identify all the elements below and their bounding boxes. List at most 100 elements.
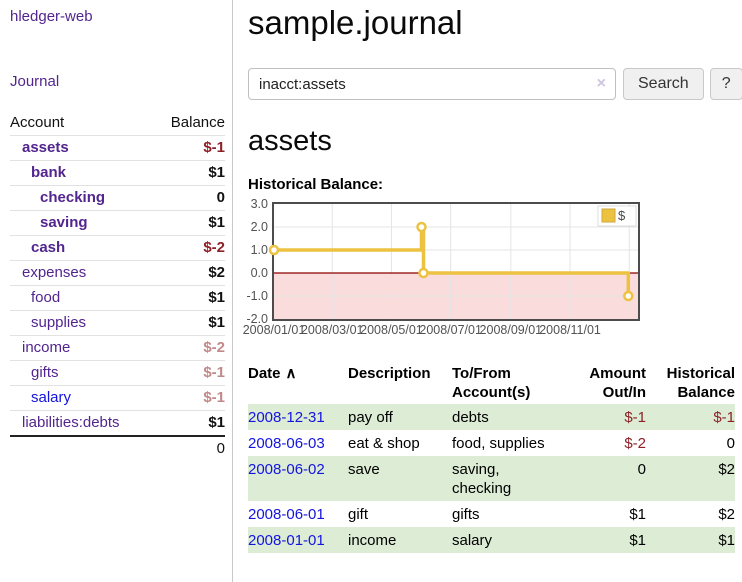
balance-chart-svg: $3.02.01.00.0-1.0-2.02008/01/012008/03/0… [248,201,652,349]
account-heading: assets [248,125,742,158]
account-balance: $1 [154,161,225,186]
register-balance: $-1 [646,404,735,430]
register-date-link[interactable]: 2008-06-01 [248,506,325,523]
register-date-link[interactable]: 2008-12-31 [248,409,325,426]
account-balance: $1 [154,411,225,437]
accounts-total-row: 0 [10,436,225,461]
account-link-assets[interactable]: assets [22,139,69,156]
data-point-marker [418,223,426,231]
account-row: food $1 [10,286,225,311]
register-date-link[interactable]: 2008-01-01 [248,532,325,549]
x-tick-label: 2008/03/01 [301,323,364,337]
register-accounts: saving, checking [452,456,556,501]
search-input[interactable] [248,68,616,100]
y-tick-label: 1.0 [251,243,268,257]
clear-search-icon[interactable]: × [597,75,606,93]
accounts-header-balance: Balance [154,111,225,136]
account-row: saving $1 [10,211,225,236]
account-row: checking 0 [10,186,225,211]
register-header-description: Description [348,362,452,404]
account-link-gifts[interactable]: gifts [31,364,59,381]
x-tick-label: 2008/07/01 [419,323,482,337]
account-link-bank[interactable]: bank [31,164,66,181]
account-row: income $-2 [10,336,225,361]
legend-label: $ [618,208,626,223]
account-row: salary $-1 [10,386,225,411]
register-row: 2008-06-03eat & shopfood, supplies$-20 [248,430,735,456]
x-tick-label: 2008/05/01 [360,323,423,337]
account-row: assets $-1 [10,136,225,161]
sidebar: hledger-web Journal Account Balance asse… [0,0,233,582]
register-header-date[interactable]: Date∧ [248,362,348,404]
register-accounts: debts [452,404,556,430]
page-title: sample.journal [248,4,742,42]
data-point-marker [420,269,428,277]
register-header-amount: Amount Out/In [556,362,646,404]
register-amount: 0 [556,456,646,501]
register-balance: $2 [646,501,735,527]
register-amount: $-2 [556,430,646,456]
account-link-saving[interactable]: saving [40,214,88,231]
data-point-marker [624,292,632,300]
register-header-row: Date∧ Description To/From Account(s) Amo… [248,362,735,404]
register-header-balance: Historical Balance [646,362,735,404]
register-date-link[interactable]: 2008-06-03 [248,435,325,452]
x-tick-label: 2008/11/01 [539,323,601,337]
accounts-table: Account Balance assets $-1 bank $1 checking 0… [10,111,225,461]
account-link-salary[interactable]: salary [31,389,71,406]
register-amount: $1 [556,527,646,553]
main-content: sample.journal × Search ? assets Histori… [248,0,742,553]
x-tick-label: 2008/01/01 [243,323,306,337]
accounts-header-row: Account Balance [10,111,225,136]
search-button[interactable]: Search [623,68,704,100]
account-row: cash$-2 [10,236,225,261]
chart-title: Historical Balance: [248,176,742,193]
register-date-link[interactable]: 2008-06-02 [248,461,325,478]
register-balance: $1 [646,527,735,553]
search-form: × Search ? [248,68,742,100]
account-balance: $2 [154,261,225,286]
account-balance: $1 [154,211,225,236]
x-tick-label: 2008/09/01 [480,323,543,337]
legend-swatch-icon [602,209,615,222]
register-amount: $-1 [556,404,646,430]
register-accounts: food, supplies [452,430,556,456]
accounts-header-account: Account [10,111,154,136]
register-row: 2008-06-01giftgifts$1$2 [248,501,735,527]
register-row: 2008-06-02 savesaving, checking0$2 [248,456,735,501]
accounts-total: 0 [154,436,225,461]
journal-nav-link[interactable]: Journal [10,73,59,90]
account-balance: $1 [154,286,225,311]
account-link-checking[interactable]: checking [40,189,105,206]
account-balance: $-2 [154,336,225,361]
register-row: 2008-12-31pay offdebts$-1$-1 [248,404,735,430]
account-link-liabilities-debts[interactable]: liabilities:debts [22,414,120,431]
account-balance: 0 [154,186,225,211]
account-row: liabilities:debts $1 [10,411,225,437]
register-description: gift [348,501,452,527]
help-button[interactable]: ? [710,68,742,100]
register-amount: $1 [556,501,646,527]
register-description: income [348,527,452,553]
account-balance: $1 [154,311,225,336]
historical-balance-chart: $3.02.01.00.0-1.0-2.02008/01/012008/03/0… [248,201,742,349]
register-description: pay off [348,404,452,430]
account-link-cash[interactable]: cash [31,239,65,256]
account-balance: $-1 [154,361,225,386]
sort-asc-icon: ∧ [286,365,297,382]
app-brand-link[interactable]: hledger-web [10,8,93,25]
account-balance: $-1 [154,136,225,161]
account-link-expenses[interactable]: expenses [22,264,86,281]
account-row: supplies $1 [10,311,225,336]
y-tick-label: 3.0 [251,197,268,211]
account-row: expenses $2 [10,261,225,286]
account-link-supplies[interactable]: supplies [31,314,86,331]
register-row: 2008-01-01incomesalary$1$1 [248,527,735,553]
account-balance: $-1 [154,386,225,411]
account-link-income[interactable]: income [22,339,70,356]
y-tick-label: 0.0 [251,266,268,280]
account-link-food[interactable]: food [31,289,60,306]
register-table: Date∧ Description To/From Account(s) Amo… [248,362,735,553]
register-balance: $2 [646,456,735,501]
register-description: save [348,456,452,501]
